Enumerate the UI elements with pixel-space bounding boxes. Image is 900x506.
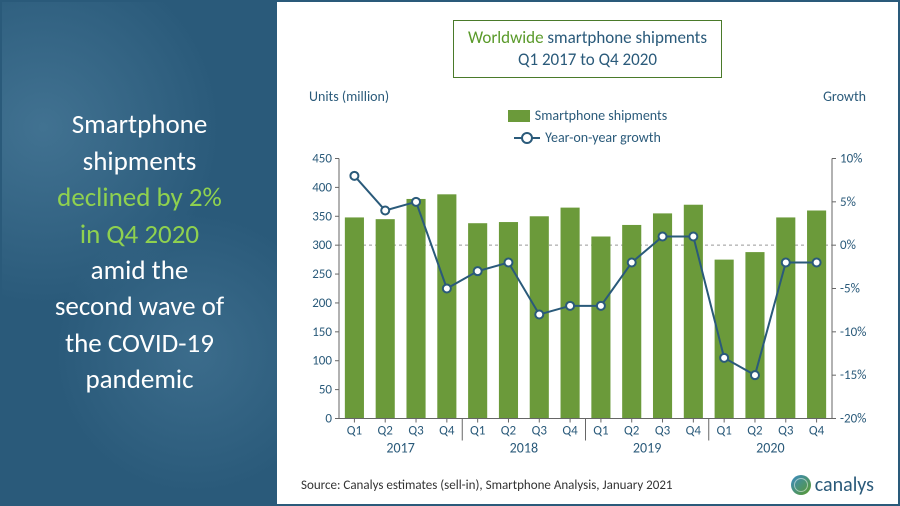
svg-text:Q1: Q1 xyxy=(470,424,485,439)
svg-text:-15%: -15% xyxy=(840,368,866,383)
headline-hl2: in Q4 2020 xyxy=(80,218,199,251)
svg-text:0%: 0% xyxy=(840,238,856,253)
svg-text:5%: 5% xyxy=(840,195,856,210)
canalys-logo-text: canalys xyxy=(815,473,874,497)
svg-text:Q1: Q1 xyxy=(593,424,608,439)
svg-text:Q2: Q2 xyxy=(378,424,394,439)
svg-text:2019: 2019 xyxy=(633,440,661,457)
svg-text:0: 0 xyxy=(325,412,332,427)
svg-text:2020: 2020 xyxy=(756,440,784,457)
svg-text:2017: 2017 xyxy=(386,440,414,457)
legend-line-swatch xyxy=(514,137,540,139)
svg-text:Q3: Q3 xyxy=(778,424,794,439)
left-axis-label: Units (million) xyxy=(309,88,389,105)
chart-title-rest: smartphone shipments xyxy=(544,27,707,48)
headline-text: Smartphone shipments declined by 2% in Q… xyxy=(55,107,224,399)
svg-text:Q4: Q4 xyxy=(439,424,455,439)
legend-bars-label: Smartphone shipments xyxy=(535,107,667,124)
svg-text:Q4: Q4 xyxy=(562,424,578,439)
headline-panel: Smartphone shipments declined by 2% in Q… xyxy=(2,2,277,504)
chart-area: 0 50 100 150 200 250 300 350 400 450 -20% -15% -10% -… xyxy=(301,152,874,465)
svg-text:200: 200 xyxy=(312,296,332,311)
svg-text:10%: 10% xyxy=(840,152,862,167)
headline-l1: Smartphone xyxy=(72,108,208,141)
svg-text:Q3: Q3 xyxy=(655,424,671,439)
svg-text:Q4: Q4 xyxy=(686,424,702,439)
svg-text:Q1: Q1 xyxy=(716,424,731,439)
main-container: Smartphone shipments declined by 2% in Q… xyxy=(0,0,900,506)
headline-l4: second wave of xyxy=(55,290,224,323)
svg-text:Q2: Q2 xyxy=(624,424,640,439)
chart-panel: Worldwide smartphone shipments Q1 2017 t… xyxy=(277,2,898,504)
legend-bars: Smartphone shipments xyxy=(508,107,667,124)
canalys-logo-icon xyxy=(791,475,811,495)
svg-text:Q2: Q2 xyxy=(501,424,517,439)
svg-text:-10%: -10% xyxy=(840,325,866,340)
headline-l5: the COVID-19 xyxy=(65,327,214,360)
headline-l2: shipments xyxy=(83,145,197,178)
svg-text:250: 250 xyxy=(312,267,332,282)
axis-labels-row: Units (million) Growth xyxy=(301,88,874,105)
chart-title-prefix: Worldwide xyxy=(468,27,544,48)
source-text: Source: Canalys estimates (sell-in), Sma… xyxy=(301,478,673,493)
footer-row: Source: Canalys estimates (sell-in), Sma… xyxy=(301,473,874,497)
svg-text:150: 150 xyxy=(312,325,332,340)
headline-l6: pandemic xyxy=(85,363,193,396)
svg-text:100: 100 xyxy=(312,354,332,369)
svg-text:300: 300 xyxy=(312,238,332,253)
svg-text:-20%: -20% xyxy=(840,412,866,427)
svg-text:450: 450 xyxy=(312,152,332,167)
svg-text:Q2: Q2 xyxy=(747,424,763,439)
svg-text:-5%: -5% xyxy=(840,282,860,297)
headline-l3: amid the xyxy=(91,254,189,287)
chart-title: Worldwide smartphone shipments Q1 2017 t… xyxy=(453,20,722,78)
chart-legend: Smartphone shipments Year-on-year growth xyxy=(301,107,874,146)
svg-text:2018: 2018 xyxy=(510,440,538,457)
svg-text:Q3: Q3 xyxy=(408,424,424,439)
right-axis-label: Growth xyxy=(823,88,866,105)
svg-text:50: 50 xyxy=(319,383,333,398)
canalys-logo: canalys xyxy=(791,473,874,497)
legend-line: Year-on-year growth xyxy=(514,129,661,146)
chart-title-line2: Q1 2017 to Q4 2020 xyxy=(518,49,657,70)
headline-hl1: declined by 2% xyxy=(57,181,222,214)
svg-text:Q4: Q4 xyxy=(809,424,825,439)
legend-bar-swatch xyxy=(508,110,530,122)
chart-svg: 0 50 100 150 200 250 300 350 400 450 -20% -15% -10% -… xyxy=(301,152,874,465)
legend-line-label: Year-on-year growth xyxy=(545,129,661,146)
svg-text:Q3: Q3 xyxy=(532,424,548,439)
svg-text:Q1: Q1 xyxy=(347,424,362,439)
svg-text:350: 350 xyxy=(312,209,332,224)
svg-text:400: 400 xyxy=(312,181,332,196)
